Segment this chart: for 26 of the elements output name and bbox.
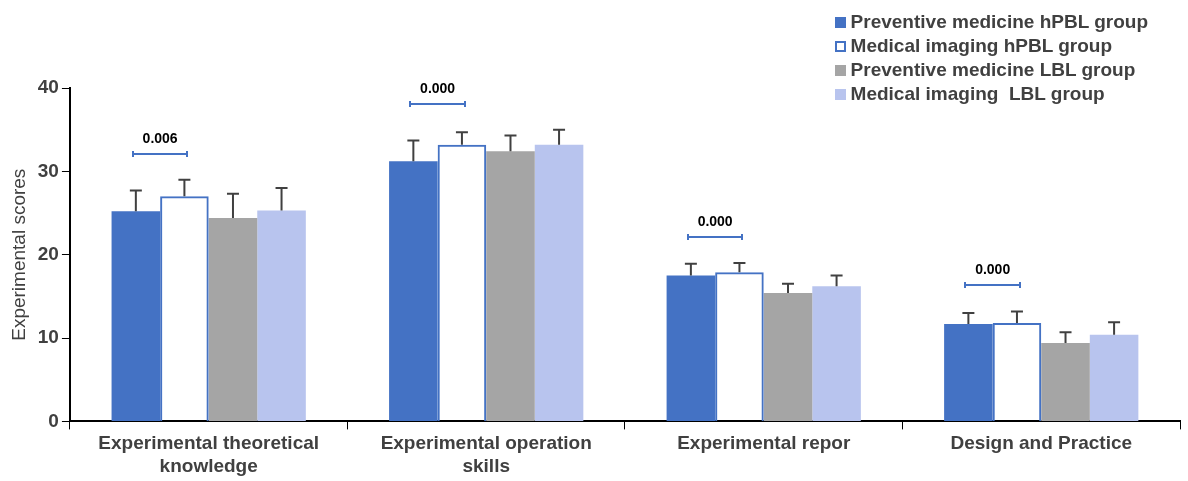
y-tick-label: 40 (37, 76, 59, 98)
x-tick-label: Experimental operation skills (380, 432, 592, 476)
annotation: 0.000 (696, 213, 734, 230)
y-tick-label: 0 (48, 409, 59, 431)
y-tick-label: 20 (37, 242, 59, 264)
legend-label: Preventive medicine hPBL group (850, 10, 1148, 34)
y-tick-label: 10 (37, 326, 59, 348)
x-tick-label: Design and Practice (950, 432, 1133, 454)
annotation: 0.006 (141, 129, 179, 146)
x-tick-label: Experimental repor (677, 432, 851, 454)
bar (812, 286, 861, 421)
bar (1089, 334, 1139, 421)
x-tick-label: Experimental theoretical knowledge (98, 432, 320, 476)
bar (1041, 343, 1090, 421)
y-tick-label: 30 (37, 159, 59, 181)
bar (208, 218, 258, 421)
bar (534, 144, 584, 421)
bar (257, 210, 306, 421)
legend-label: Medical imaging hPBL group (850, 34, 1113, 58)
annotation: 0.000 (974, 261, 1012, 278)
bar (486, 151, 535, 421)
legend-label: Preventive medicine LBL group (850, 58, 1136, 82)
y-axis-title: Experimental scores (7, 168, 29, 341)
legend-label: Medical imaging LBL group (850, 82, 1105, 106)
bar (763, 293, 813, 421)
annotation: 0.000 (419, 79, 457, 96)
